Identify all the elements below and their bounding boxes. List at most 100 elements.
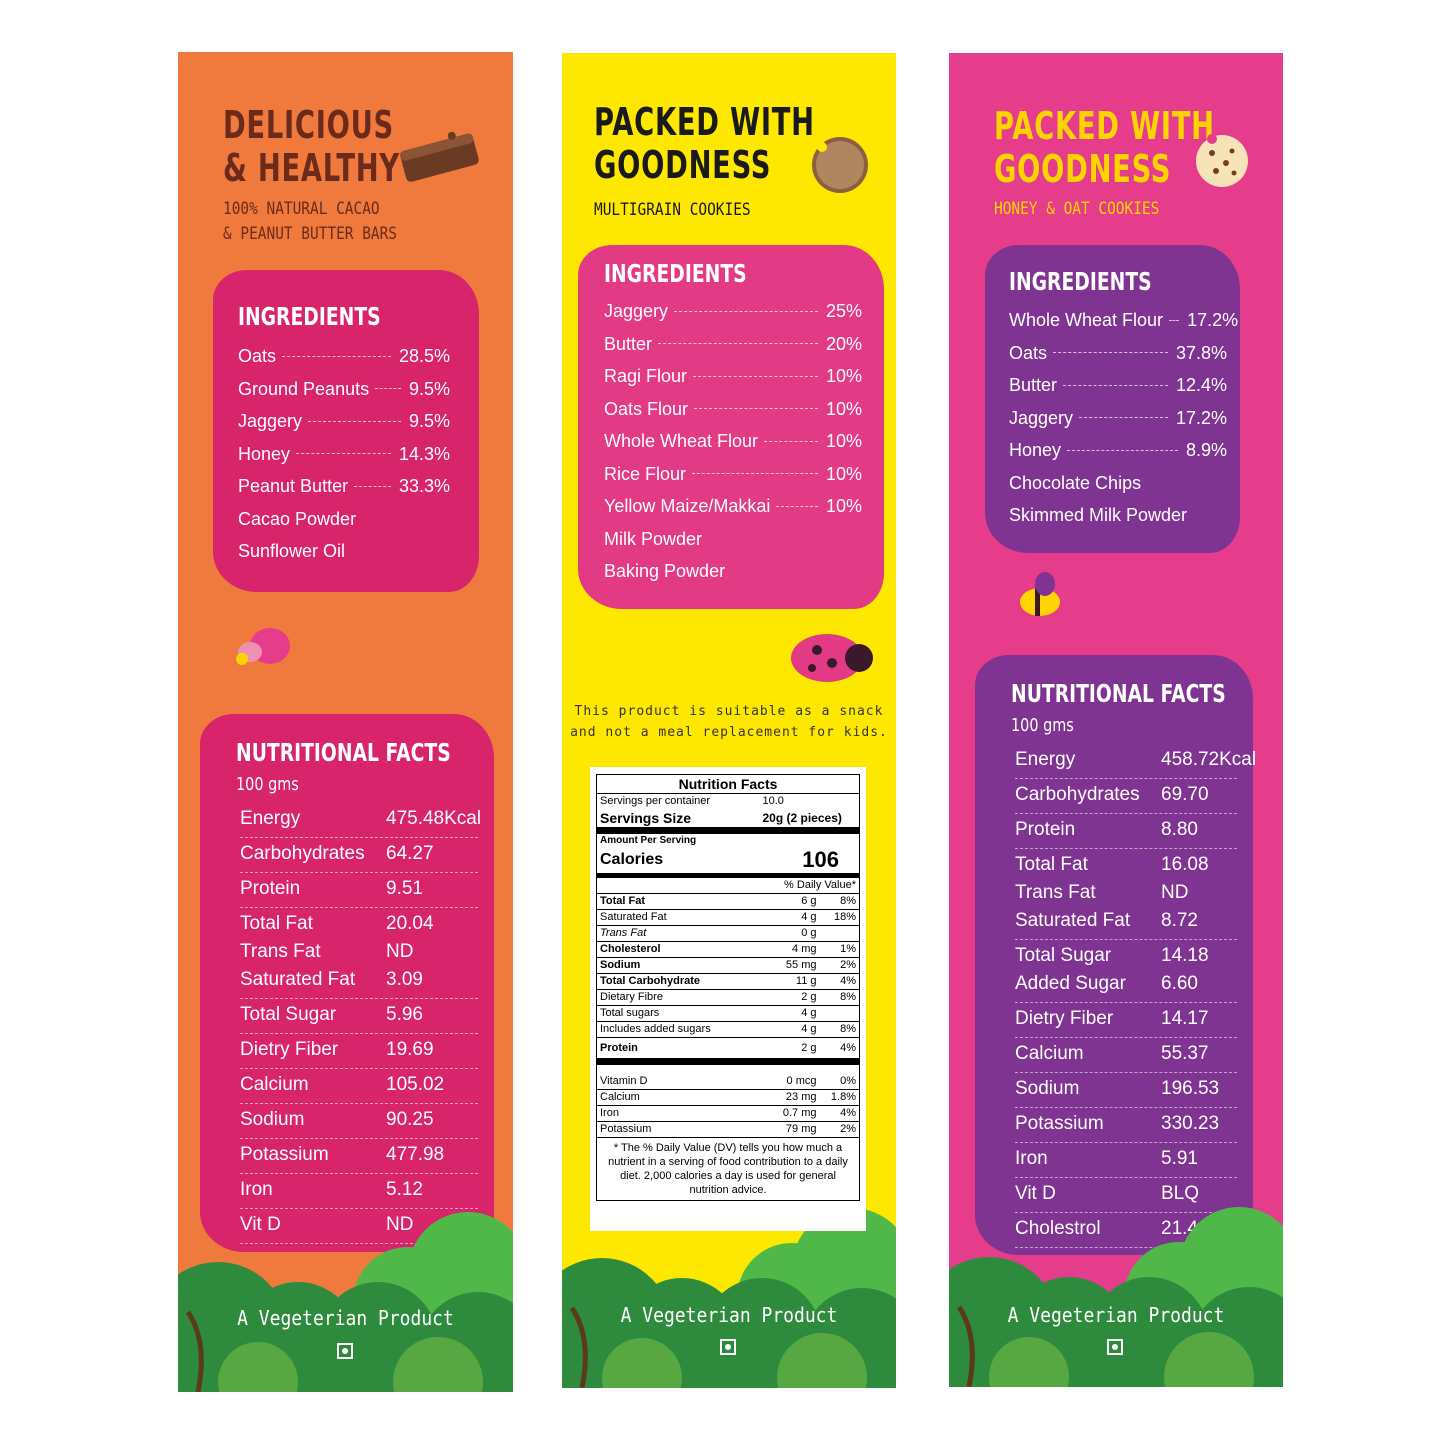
tree-illustration [949, 1187, 1283, 1387]
ingredient-name: Oats [1009, 342, 1048, 363]
label-cell: 4% [819, 1037, 860, 1065]
label-row: Sodium 55 mg 2% [596, 957, 860, 974]
nutrient-value: 69.70 [1161, 784, 1209, 805]
nutrition-unit: 100 gms [236, 774, 299, 795]
ingredient-name: Jaggery [238, 411, 303, 431]
chocolate-bar-icon [396, 124, 481, 188]
ingredient-percent: 8.9% [1185, 440, 1227, 460]
label-cell: 106 [759, 847, 860, 878]
nutrient-name: Total Fat [1015, 854, 1088, 875]
ingredient-name: Ground Peanuts [238, 378, 370, 399]
label-cell [819, 925, 860, 942]
label-cell: Sodium [596, 957, 760, 974]
ingredient-row: Oats 28.5% [238, 340, 450, 372]
label-cell: 0 g [759, 925, 820, 942]
nutrition-row: Protein 8.80 [1015, 819, 1198, 841]
nutrition-row: Added Sugar 6.60 [1015, 973, 1198, 995]
tree-illustration [562, 1188, 896, 1388]
nutrition-row: Vit D BLQ [1015, 1183, 1199, 1205]
nutrition-row: Total Sugar 5.96 [240, 1004, 423, 1026]
label-row: Includes added sugars 4 g 8% [596, 1021, 860, 1038]
ingredient-name: Jaggery [1009, 407, 1074, 428]
nutrient-name: Vit D [1015, 1183, 1056, 1204]
row-divider [1015, 1177, 1237, 1178]
ingredient-percent: 9.5% [408, 378, 450, 399]
nutrition-row: Saturated Fat 8.72 [1015, 910, 1198, 932]
label-cell: 0 mcg [759, 1073, 820, 1090]
nutrient-value: 5.12 [386, 1179, 423, 1200]
dotted-leader [354, 485, 391, 487]
nutrient-name: Saturated Fat [1015, 910, 1131, 931]
nutrient-name: Calcium [240, 1074, 309, 1095]
label-cell: 1.8% [819, 1089, 860, 1106]
product-title: GOODNESS [994, 147, 1172, 191]
dotted-leader [692, 473, 818, 474]
ingredient-name: Sunflower Oil [238, 541, 346, 561]
nutrition-unit: 100 gms [1011, 715, 1074, 736]
product-title: & HEALTHY [223, 146, 400, 190]
nutrition-heading: NUTRITIONAL FACTS [1011, 679, 1226, 708]
nutrition-row: Carbohydrates 69.70 [1015, 784, 1209, 806]
product-subtitle: MULTIGRAIN COOKIES [594, 200, 751, 220]
dotted-leader [1079, 417, 1168, 418]
nutrient-value: 55.37 [1161, 1043, 1209, 1064]
row-divider [240, 1138, 478, 1139]
nutrition-row: Total Fat 20.04 [240, 913, 434, 935]
ingredient-name: Milk Powder [604, 528, 703, 549]
footer-text: A Vegeterian Product [237, 1306, 454, 1330]
dotted-leader [308, 420, 401, 422]
nutrition-row: Calcium 105.02 [240, 1074, 444, 1096]
ingredient-percent: 28.5% [398, 346, 450, 366]
label-cell: Vitamin D [596, 1073, 760, 1090]
ingredient-row: Jaggery 9.5% [238, 405, 450, 437]
label-cell: 0% [819, 1073, 860, 1090]
nutrient-value: 5.91 [1161, 1148, 1198, 1169]
ingredients-card [985, 245, 1240, 553]
label-row: Iron 0.7 mg 4% [596, 1105, 860, 1122]
nutrient-value: 475.48Kcal [386, 808, 482, 829]
nutrient-name: Saturated Fat [240, 969, 356, 990]
label-cell: Includes added sugars [596, 1021, 760, 1038]
ingredient-row: Oats 37.8% [1009, 337, 1227, 369]
ingredient-row: Jaggery 17.2% [1009, 402, 1227, 434]
nutrient-name: Trans Fat [1015, 882, 1096, 903]
ingredient-row: Chocolate Chips [1009, 467, 1227, 499]
nutrient-name: Iron [1015, 1148, 1048, 1169]
nutrition-table: Nutrition Facts Servings per container 10.… [596, 774, 860, 1201]
nutrient-value: 330.23 [1161, 1113, 1220, 1134]
row-divider [240, 1033, 478, 1034]
ingredient-name: Oats Flour [604, 398, 689, 419]
nutrition-row: Energy 475.48Kcal [240, 808, 481, 830]
label-cell: 79 mg [759, 1121, 820, 1138]
ingredients-heading: INGREDIENTS [604, 259, 747, 288]
ingredient-row: Milk Powder [604, 523, 862, 555]
ingredient-percent: 25% [825, 301, 862, 321]
nutrient-value: 20.04 [386, 913, 434, 934]
ingredient-percent: 14.3% [398, 443, 450, 464]
nutrient-name: Energy [240, 808, 301, 829]
ingredients-card [578, 245, 884, 609]
ingredient-row: Honey 8.9% [1009, 434, 1227, 466]
label-row: Servings per container 10.0 [597, 794, 860, 810]
ingredient-row: Jaggery 25% [604, 295, 862, 327]
nutrient-value: 8.72 [1161, 910, 1198, 931]
label-cell: 4% [819, 973, 860, 990]
nutrition-row: Iron 5.91 [1015, 1148, 1198, 1170]
nutrient-value: ND [386, 1214, 414, 1235]
row-divider [240, 1243, 478, 1244]
label-cell: Trans Fat [596, 925, 760, 942]
nutrient-value: BLQ [1161, 1183, 1200, 1204]
label-row: Potassium 79 mg 2% [596, 1121, 860, 1138]
row-divider [1015, 939, 1237, 940]
ingredient-percent: 20% [825, 333, 862, 354]
label-cell: 2 g [759, 1037, 820, 1065]
label-cell: 2% [819, 1121, 860, 1138]
ingredient-row: Whole Wheat Flour 17.2% [1009, 304, 1238, 336]
nutrient-name: Carbohydrates [240, 843, 365, 864]
label-row [597, 1062, 860, 1074]
label-cell [819, 1005, 860, 1022]
label-row: Dietary Fibre 2 g 8% [596, 989, 860, 1006]
ingredient-row: Yellow Maize/Makkai 10% [604, 490, 862, 522]
label-cell: 8% [819, 989, 860, 1006]
label-row: Calories 106 [596, 847, 860, 878]
